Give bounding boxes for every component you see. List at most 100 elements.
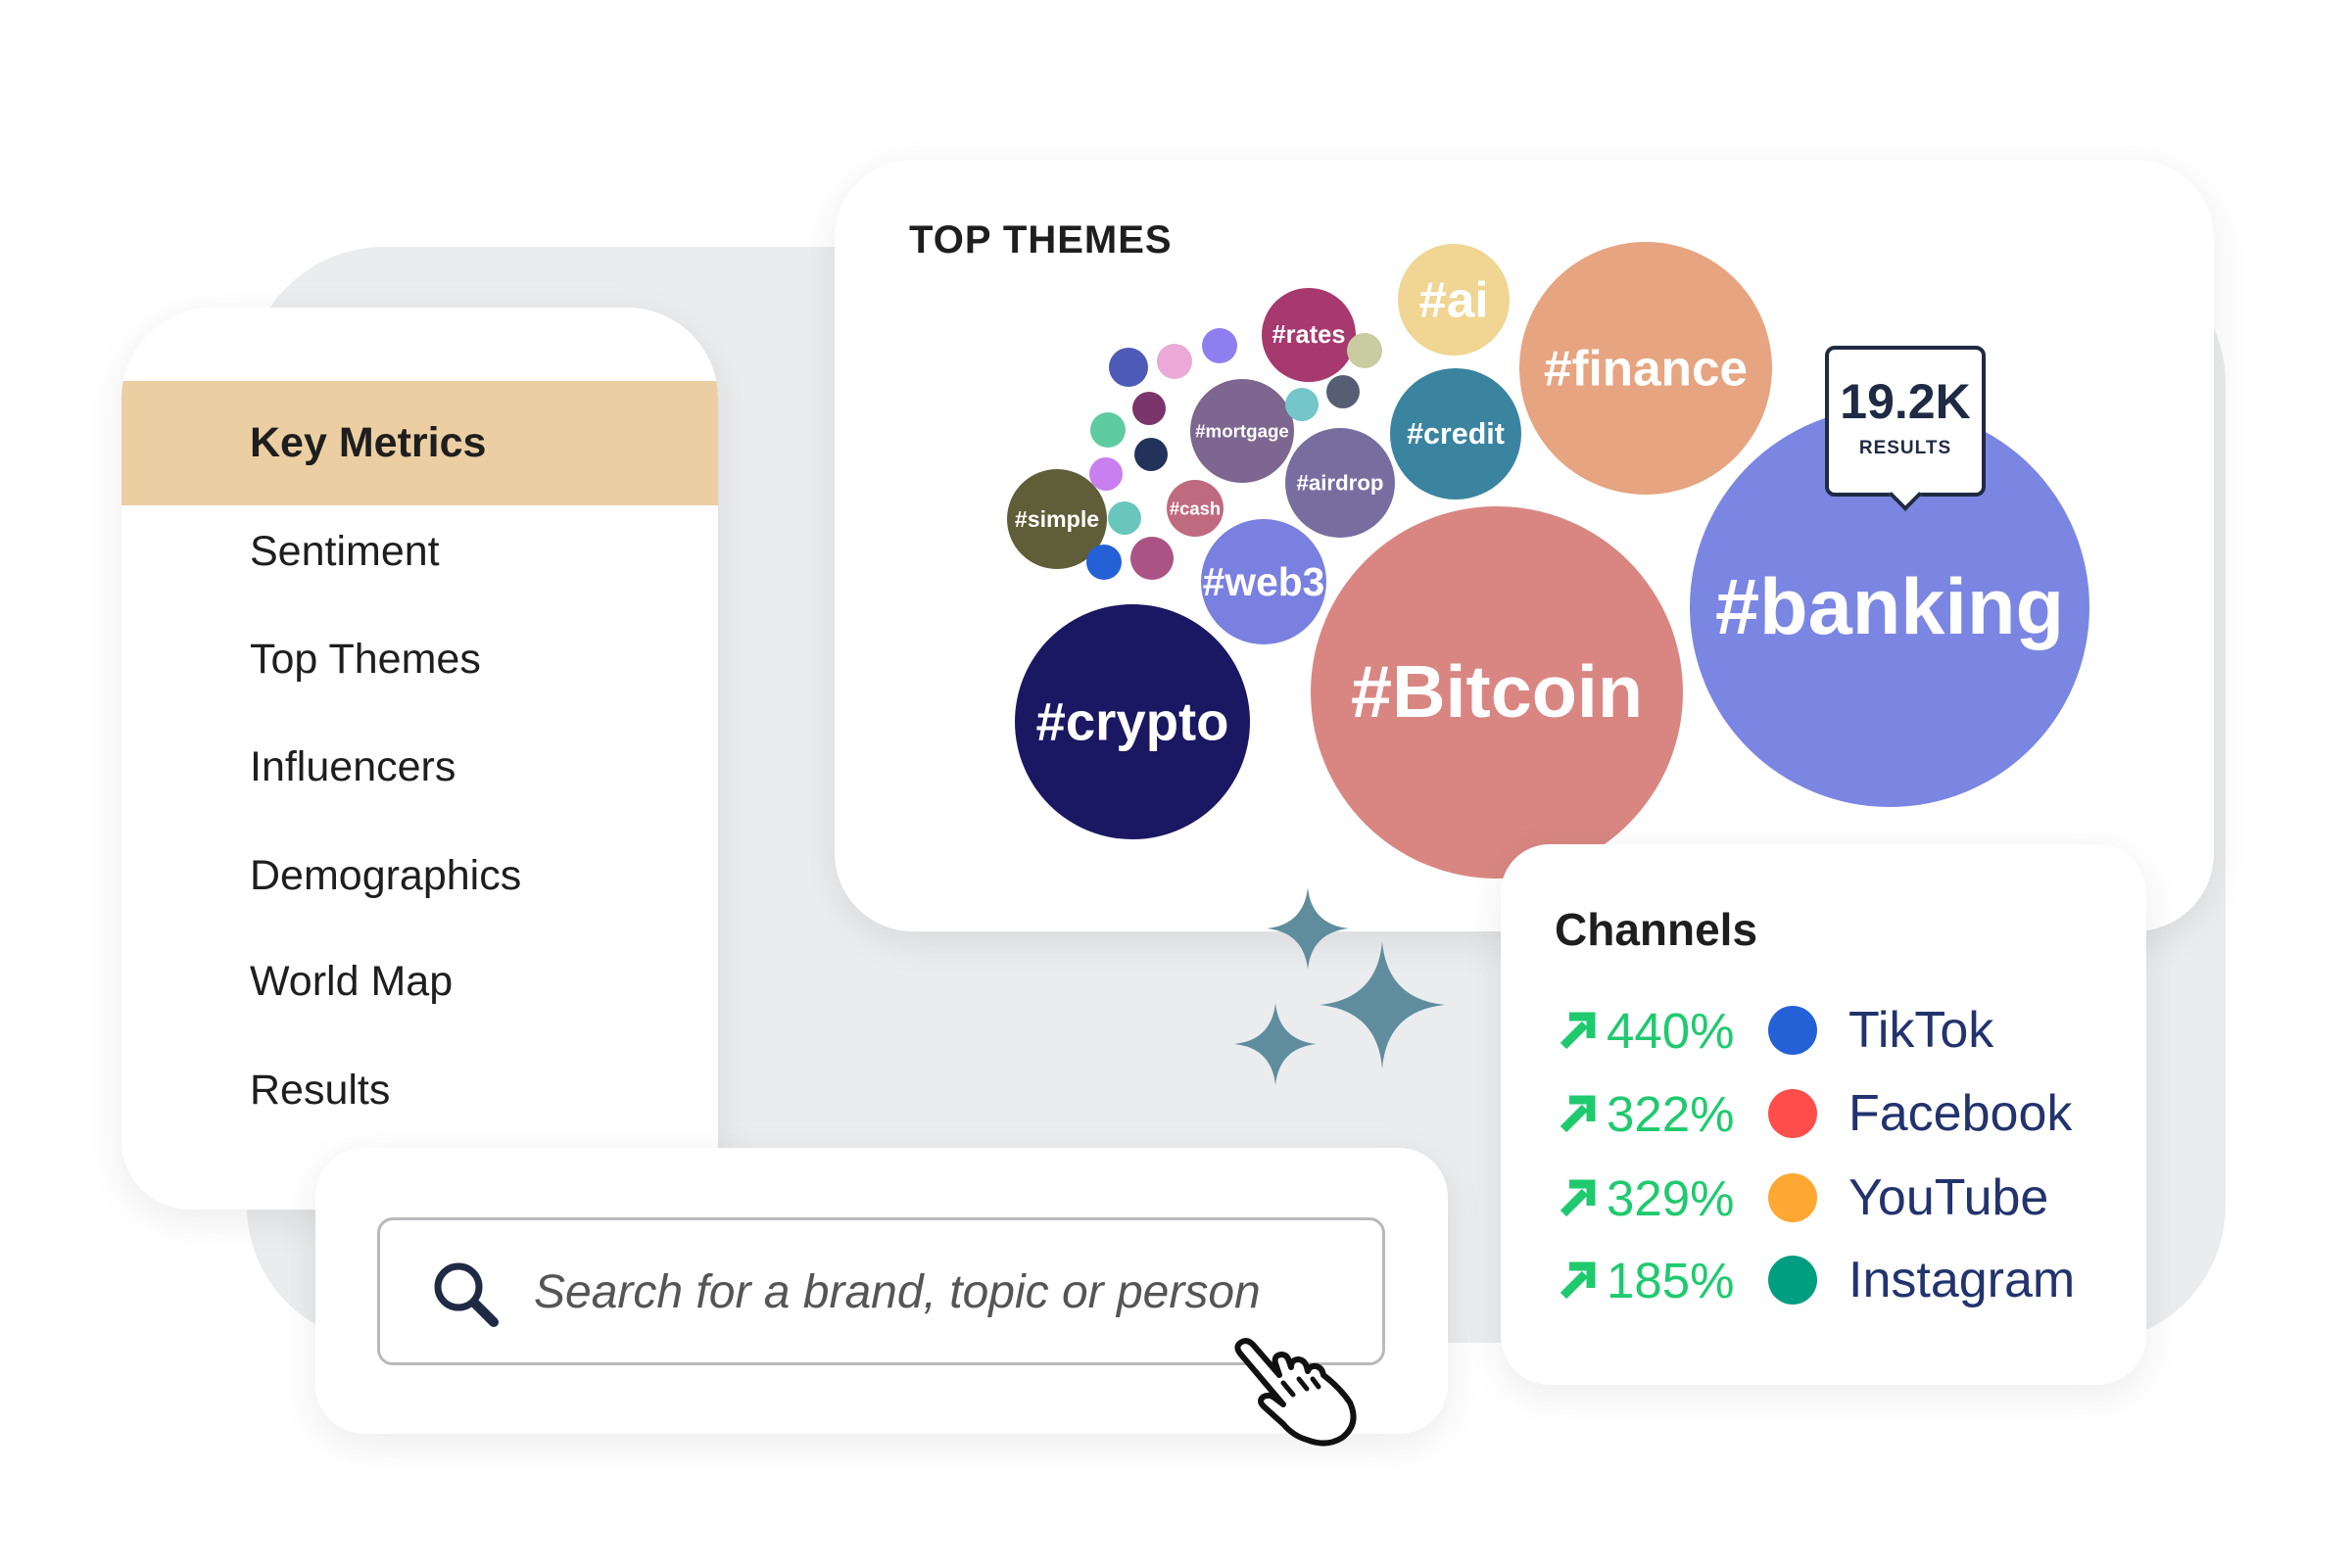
sidebar-item-label: Demographics <box>250 851 522 899</box>
sparkle-large <box>1320 941 1445 1069</box>
sidebar-item-label: Results <box>250 1066 391 1114</box>
bubble-label: #crypto <box>1036 692 1229 752</box>
bubble-circle <box>1090 412 1126 448</box>
search-input[interactable] <box>532 1220 1339 1364</box>
theme-bubble[interactable] <box>1347 333 1382 368</box>
search-icon <box>434 1262 499 1327</box>
theme-bubble[interactable]: #finance <box>1519 242 1772 495</box>
top-themes-title: TOP THEMES <box>909 218 1173 261</box>
bubble-label: #finance <box>1544 341 1748 397</box>
theme-bubble[interactable] <box>1086 545 1122 580</box>
theme-bubble[interactable]: #simple <box>1007 469 1107 569</box>
bubble-circle <box>1132 392 1166 425</box>
sidebar-item-top-themes[interactable]: Top Themes <box>121 605 718 713</box>
bubble-label: #banking <box>1715 563 2064 651</box>
theme-bubble[interactable] <box>1326 375 1360 408</box>
theme-bubble[interactable] <box>1108 501 1141 535</box>
sidebar-nav: Key Metrics Sentiment Top Themes Influen… <box>121 308 718 1210</box>
channel-row-facebook: 322% Facebook <box>1558 1079 2072 1148</box>
theme-bubble[interactable] <box>1202 328 1237 363</box>
bubble-circle <box>1519 242 1772 495</box>
bubble-circle <box>1089 457 1123 491</box>
bubble-circle <box>1190 379 1294 483</box>
sidebar-item-world-map[interactable]: World Map <box>121 927 718 1035</box>
channels-card: Channels 440% TikTok 322% Facebook 329% … <box>1501 844 2146 1385</box>
bubble-label: #simple <box>1015 506 1099 532</box>
theme-bubble[interactable] <box>1285 388 1319 421</box>
theme-bubble[interactable]: #cash <box>1167 480 1224 537</box>
bubble-circle <box>1108 501 1141 535</box>
bubble-circle <box>1390 368 1521 499</box>
channel-row-youtube: 329% YouTube <box>1558 1164 2048 1232</box>
sidebar-item-label: World Map <box>250 957 454 1005</box>
results-tooltip: 19.2K RESULTS <box>1825 346 1986 511</box>
theme-bubble[interactable]: #ai <box>1398 244 1510 356</box>
sidebar-item-influencers[interactable]: Influencers <box>121 713 718 821</box>
sparkles-icon <box>1234 887 1445 1085</box>
bubble-circle <box>1326 375 1360 408</box>
bubble-label: #ai <box>1418 272 1488 328</box>
sidebar-item-demographics[interactable]: Demographics <box>121 822 718 929</box>
channel-color-dot <box>1768 1173 1817 1222</box>
channel-color-dot <box>1768 1089 1817 1138</box>
theme-bubble[interactable] <box>1130 537 1174 580</box>
theme-bubble[interactable]: #web3 <box>1201 519 1326 644</box>
bubble-circle <box>1311 506 1683 879</box>
theme-bubble[interactable]: #airdrop <box>1285 428 1395 538</box>
search-field[interactable] <box>377 1217 1385 1365</box>
bubble-circle <box>1285 388 1319 421</box>
bubble-circle <box>1262 288 1356 382</box>
bubble-label: #cash <box>1170 499 1221 519</box>
theme-bubble[interactable] <box>1109 348 1148 387</box>
bubble-circle <box>1157 344 1192 379</box>
channel-change: 322% <box>1607 1085 1735 1142</box>
sidebar-item-sentiment[interactable]: Sentiment <box>121 498 718 605</box>
sidebar-item-results[interactable]: Results <box>121 1036 718 1144</box>
bubble-circle <box>1130 537 1174 580</box>
theme-bubble[interactable] <box>1134 438 1168 471</box>
theme-bubble[interactable] <box>1090 412 1126 448</box>
theme-bubble[interactable]: #credit <box>1390 368 1521 499</box>
channels-title: Channels <box>1555 904 1758 955</box>
arrow-up-right-icon <box>1560 1261 1596 1300</box>
theme-bubble[interactable]: #rates <box>1262 288 1356 382</box>
sparkle-small-bottom <box>1234 1003 1317 1085</box>
channel-name: Facebook <box>1848 1085 2073 1142</box>
sidebar-item-label: Sentiment <box>250 527 440 575</box>
channel-row-tiktok: 440% TikTok <box>1558 996 1993 1065</box>
theme-bubble[interactable]: #mortgage <box>1190 379 1294 483</box>
sidebar-item-label: Influencers <box>250 742 456 790</box>
arrow-up-right-icon <box>1560 1095 1596 1133</box>
sidebar-item-key-metrics[interactable]: Key Metrics <box>121 381 718 505</box>
arrow-up-right-icon <box>1560 1012 1596 1050</box>
sidebar-item-label: Key Metrics <box>250 419 487 466</box>
theme-bubble[interactable]: #banking <box>1690 407 2089 807</box>
bubble-circle <box>1167 480 1224 537</box>
theme-bubble[interactable] <box>1132 392 1166 425</box>
bubble-circle <box>1202 328 1237 363</box>
bubble-circle <box>1109 348 1148 387</box>
channel-color-dot <box>1768 1006 1817 1055</box>
bubble-circle <box>1134 438 1168 471</box>
channel-row-instagram: 185% Instagram <box>1558 1246 2075 1314</box>
bubble-circle <box>1015 604 1250 839</box>
bubble-circle <box>1285 428 1395 538</box>
arrow-up-right-icon <box>1560 1179 1596 1217</box>
bubble-label: #mortgage <box>1195 421 1289 442</box>
channel-name: Instagram <box>1848 1252 2076 1308</box>
theme-bubble[interactable]: #Bitcoin <box>1311 506 1683 879</box>
bubble-circle <box>1398 244 1510 356</box>
results-count: 19.2K <box>1840 374 1971 429</box>
theme-bubble[interactable]: #crypto <box>1015 604 1250 839</box>
bubble-circle <box>1086 545 1122 580</box>
bubble-circle <box>1007 469 1107 569</box>
sidebar-item-label: Top Themes <box>250 635 481 683</box>
theme-bubble[interactable] <box>1089 457 1123 491</box>
theme-bubble[interactable] <box>1157 344 1192 379</box>
channel-name: TikTok <box>1848 1002 1994 1059</box>
results-label: RESULTS <box>1858 438 1952 458</box>
channel-name: YouTube <box>1848 1169 2049 1226</box>
bubble-label: #web3 <box>1203 559 1324 604</box>
bubble-label: #rates <box>1272 321 1346 349</box>
